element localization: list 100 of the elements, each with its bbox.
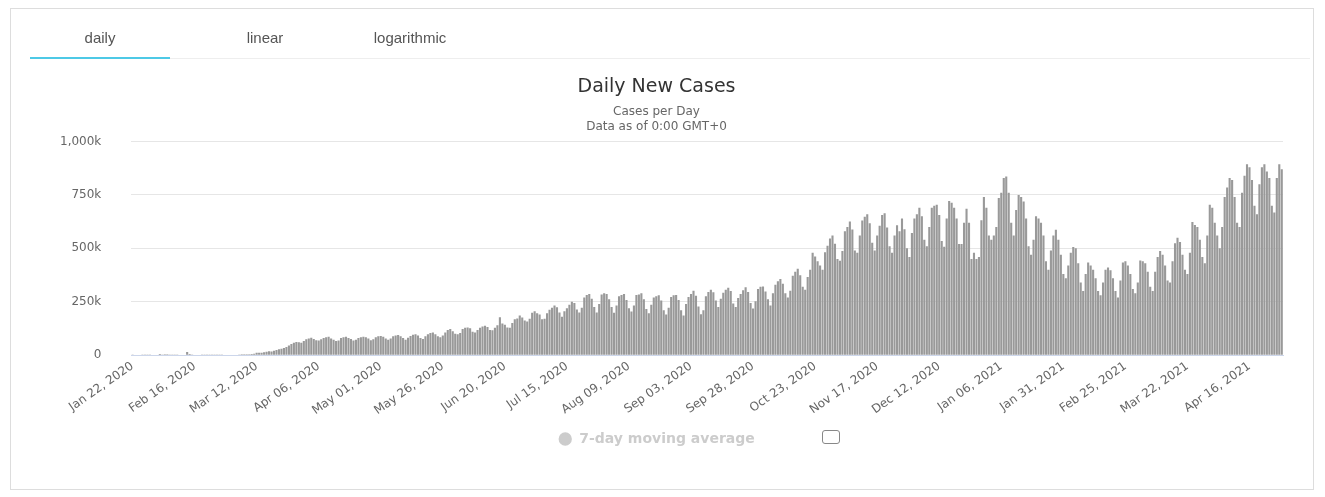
bar — [600, 294, 603, 355]
bar — [282, 347, 286, 355]
bar — [640, 293, 643, 355]
bar — [481, 326, 484, 355]
text: linear — [245, 28, 285, 48]
bar — [617, 296, 621, 355]
bar — [1109, 270, 1112, 355]
bar — [814, 256, 817, 355]
bar — [1126, 265, 1129, 355]
bar — [744, 287, 747, 355]
bar — [692, 290, 695, 355]
bar — [344, 336, 348, 355]
bar — [900, 218, 904, 355]
bar — [1263, 164, 1266, 355]
bar — [781, 283, 784, 355]
bar — [761, 286, 765, 355]
bar — [555, 307, 559, 355]
bar — [756, 288, 760, 355]
bar — [548, 309, 551, 355]
bar — [280, 348, 283, 355]
bar — [831, 235, 834, 355]
bar — [474, 332, 477, 355]
bar — [1039, 222, 1043, 355]
bar — [779, 279, 782, 355]
bar — [469, 328, 472, 355]
bar — [848, 221, 851, 355]
bar — [1106, 267, 1110, 355]
bar — [739, 294, 742, 355]
bar — [488, 329, 492, 355]
bar — [478, 327, 482, 355]
bar — [498, 317, 501, 355]
bar — [742, 290, 745, 355]
bar — [1178, 241, 1182, 355]
bar — [486, 326, 489, 355]
bar — [573, 303, 576, 355]
bar — [421, 338, 425, 355]
bar — [953, 207, 956, 355]
bar — [568, 304, 571, 355]
bar — [414, 334, 417, 355]
bar — [982, 197, 985, 355]
bar — [550, 307, 554, 355]
bar — [546, 313, 549, 355]
bar — [689, 294, 693, 355]
bar — [1196, 227, 1199, 355]
bar — [476, 329, 479, 355]
bar — [620, 294, 623, 355]
bar — [339, 338, 343, 355]
bar — [774, 284, 777, 355]
bar — [471, 331, 474, 355]
bar — [1089, 265, 1092, 355]
bar — [828, 238, 832, 355]
bar — [965, 208, 968, 355]
y-tick-label: 500k — [71, 240, 102, 255]
bar — [1159, 250, 1162, 355]
bar — [776, 281, 779, 355]
bar — [272, 350, 276, 355]
bar — [1121, 262, 1124, 355]
bar — [913, 218, 916, 355]
bar — [419, 338, 422, 355]
bar — [349, 338, 353, 355]
bar — [1054, 229, 1057, 355]
bar — [1092, 269, 1095, 355]
bar — [1161, 254, 1164, 355]
bar — [491, 330, 494, 355]
bar — [563, 311, 566, 355]
bar — [483, 325, 487, 355]
bar — [565, 308, 568, 355]
bar — [493, 327, 496, 355]
y-tick-label: 0 — [93, 347, 102, 362]
bar — [918, 207, 921, 355]
bar — [843, 231, 846, 355]
bar — [1034, 216, 1038, 355]
bar — [1248, 167, 1251, 355]
y-tick-label: 250k — [71, 293, 102, 308]
chart-title: Daily New Cases — [577, 74, 736, 97]
bar — [694, 295, 698, 355]
bar — [342, 337, 345, 355]
bar — [570, 301, 573, 355]
bar — [704, 296, 707, 355]
bar — [972, 252, 976, 355]
chart-subtitle: Cases per Day Data as of 0:00 GMT+0 — [586, 104, 727, 133]
bar — [1260, 167, 1263, 355]
bar — [347, 338, 350, 355]
bar — [1124, 261, 1127, 355]
bar — [1022, 201, 1025, 355]
bar — [1104, 269, 1107, 355]
bar — [895, 225, 899, 355]
bar — [1231, 180, 1234, 355]
bar — [675, 294, 678, 355]
bar — [747, 291, 750, 355]
bar — [990, 239, 993, 355]
bar — [553, 305, 556, 355]
bar — [578, 312, 581, 355]
bar — [1228, 177, 1231, 355]
y-tick-label: 1,000k — [59, 133, 102, 148]
y-tick-label: 750k — [71, 187, 102, 202]
bar — [1017, 194, 1020, 355]
bar — [687, 297, 690, 355]
bar — [622, 294, 626, 355]
bar — [712, 292, 715, 355]
